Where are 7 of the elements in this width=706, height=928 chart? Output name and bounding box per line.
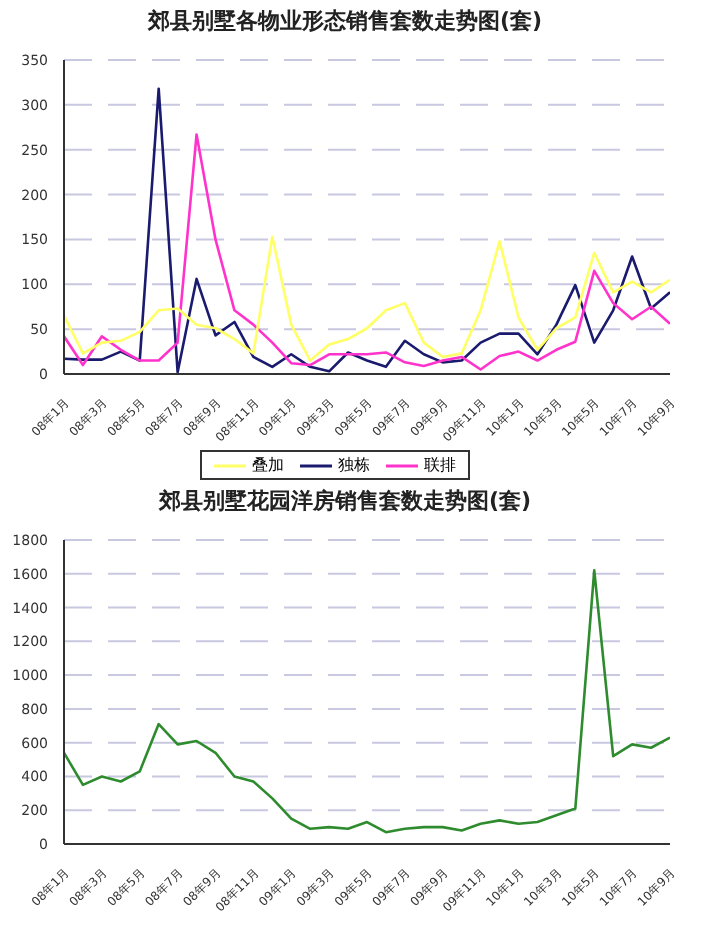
line-series — [64, 235, 670, 362]
chart-title: 郊县别墅各物业形态销售套数走势图(套) — [145, 6, 545, 38]
legend-label: 独栋 — [336, 454, 370, 476]
legend-label: 联排 — [422, 454, 456, 476]
chart-title: 郊县别墅花园洋房销售套数走势图(套) — [156, 486, 534, 518]
line-series — [64, 569, 670, 834]
legend-label: 叠加 — [250, 454, 284, 476]
